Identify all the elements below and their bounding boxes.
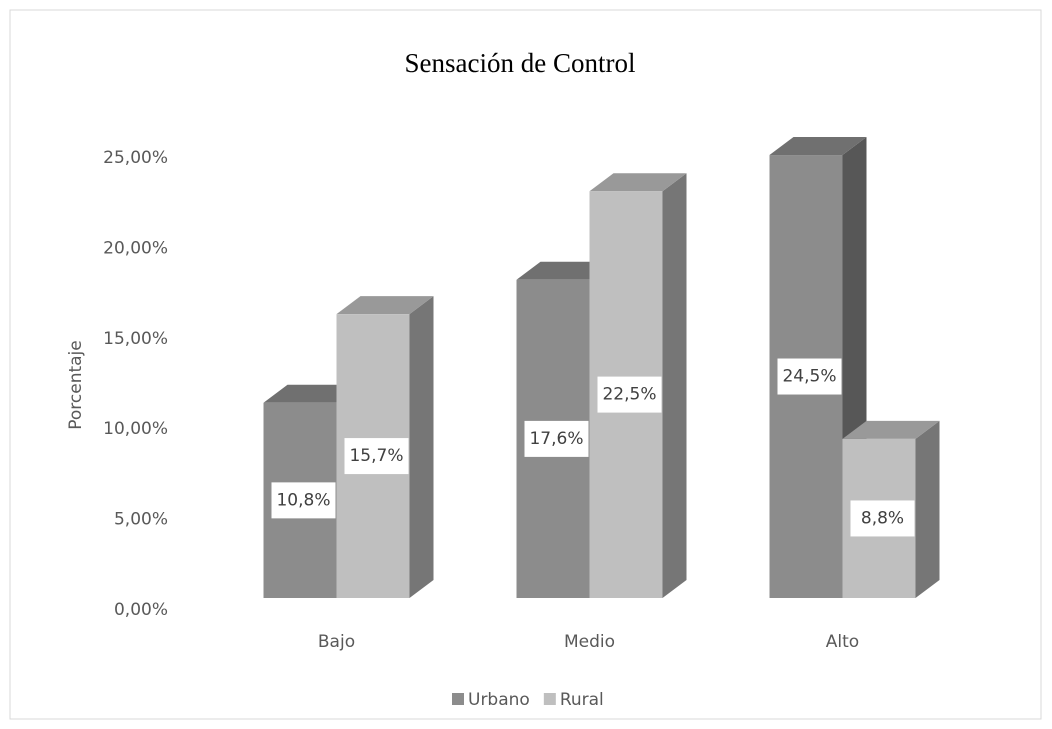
data-label-box xyxy=(850,500,915,537)
bar-top xyxy=(263,384,361,403)
data-label-box xyxy=(524,420,589,457)
data-label: 15,7% xyxy=(349,446,403,466)
data-label-box xyxy=(344,438,409,475)
legend-label: Rural xyxy=(560,690,604,710)
data-label: 17,6% xyxy=(529,429,583,449)
y-tick-label: 15,00% xyxy=(103,329,168,349)
y-tick-label: 5,00% xyxy=(114,510,168,530)
data-label-box xyxy=(777,358,842,395)
legend-swatch xyxy=(543,693,556,705)
bar-top xyxy=(769,137,867,156)
data-label: 22,5% xyxy=(602,385,656,405)
bar-side xyxy=(915,420,940,598)
y-axis-label: Porcentaje xyxy=(66,340,86,430)
data-label: 8,8% xyxy=(861,508,904,528)
x-tick-label: Bajo xyxy=(318,632,355,652)
y-tick-label: 10,00% xyxy=(103,419,168,439)
bar-side xyxy=(662,173,687,598)
bar-top xyxy=(589,173,687,192)
legend-label: Urbano xyxy=(468,690,530,710)
y-tick-label: 0,00% xyxy=(114,600,168,620)
data-label-box xyxy=(271,482,336,519)
data-label: 24,5% xyxy=(782,367,836,387)
chart-title: Sensación de Control xyxy=(405,48,636,78)
bar-top xyxy=(516,261,614,280)
bar-top xyxy=(336,296,434,315)
bar-side xyxy=(409,296,434,598)
x-tick-label: Alto xyxy=(826,632,859,652)
legend-swatch xyxy=(452,693,464,705)
data-label: 10,8% xyxy=(276,490,330,510)
y-tick-label: 20,00% xyxy=(103,238,168,258)
y-tick-label: 25,00% xyxy=(103,148,168,168)
x-tick-label: Medio xyxy=(564,632,615,652)
bar-top xyxy=(842,420,940,439)
data-label-box xyxy=(597,376,662,413)
